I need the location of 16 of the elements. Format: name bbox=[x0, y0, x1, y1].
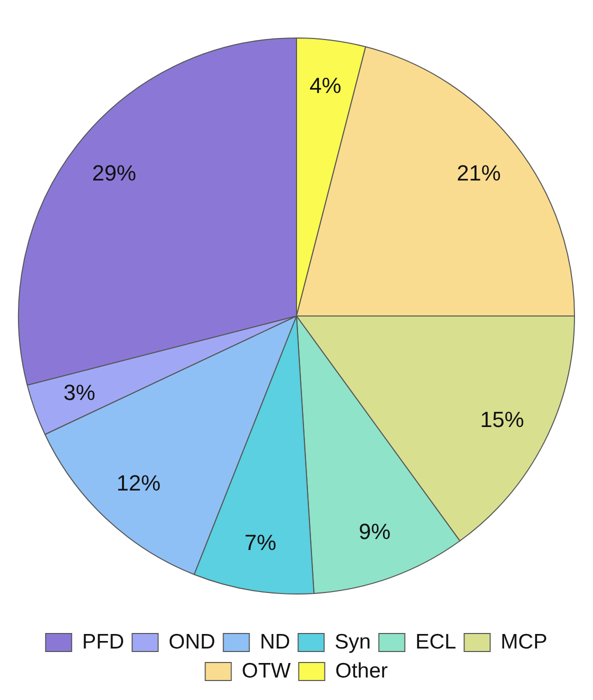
legend-label: ND bbox=[260, 630, 290, 654]
data-label: 4% bbox=[310, 73, 342, 98]
data-label: 9% bbox=[358, 519, 391, 544]
legend-label: OTW bbox=[242, 659, 291, 682]
data-label: 15% bbox=[480, 406, 524, 432]
legend-label: Syn bbox=[334, 630, 371, 654]
data-label: 12% bbox=[116, 470, 161, 496]
legend-label: ECL bbox=[415, 630, 456, 654]
legend-label: Other bbox=[335, 659, 388, 682]
legend-label: MCP bbox=[500, 630, 548, 654]
data-label: 29% bbox=[92, 160, 136, 186]
data-label: 21% bbox=[456, 160, 501, 186]
legend-label: OND bbox=[168, 630, 216, 654]
legend-label: PFD bbox=[82, 630, 124, 654]
data-label: 3% bbox=[64, 380, 96, 406]
data-label: 7% bbox=[244, 530, 276, 555]
